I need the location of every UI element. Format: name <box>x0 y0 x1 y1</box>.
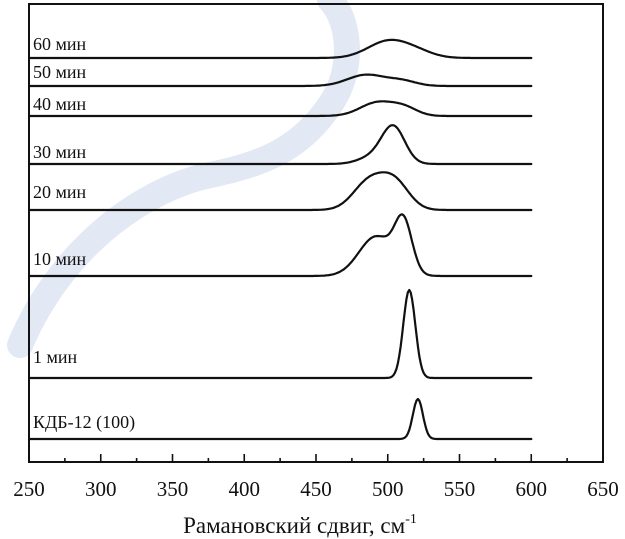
x-axis-title: Рамановский сдвиг, см-1 <box>183 512 417 538</box>
series-label: 1 мин <box>33 347 78 367</box>
series-line <box>27 288 533 380</box>
series-label: 40 мин <box>33 94 87 114</box>
series-label: 20 мин <box>33 182 87 202</box>
x-tick-label: 500 <box>372 477 404 501</box>
x-tick-label: 400 <box>229 477 261 501</box>
x-tick-label: 300 <box>85 477 117 501</box>
x-tick-label: 250 <box>13 477 45 501</box>
x-tick-label: 650 <box>587 477 619 501</box>
series-line <box>27 38 533 60</box>
series-label: 50 мин <box>33 62 87 82</box>
series-label: 60 мин <box>33 34 87 54</box>
series-line <box>27 124 533 166</box>
series-label: 10 мин <box>33 249 87 269</box>
series-label: 30 мин <box>33 142 87 162</box>
x-tick-label: 350 <box>157 477 189 501</box>
series-line <box>27 397 533 441</box>
series-labels: 60 мин 50 мин 40 мин 30 мин 20 мин 10 мин 1 ми… <box>33 34 135 433</box>
series-line <box>27 73 533 88</box>
x-tick-label: 550 <box>444 477 476 501</box>
x-tick-label: 450 <box>300 477 332 501</box>
x-axis: 250 300 350 400 450 500 550 600 650 <box>13 454 619 501</box>
x-tick-label: 600 <box>516 477 548 501</box>
series-label: КДБ-12 (100) <box>33 412 135 433</box>
spectra-group <box>27 38 533 441</box>
series-line <box>27 171 533 212</box>
series-line <box>27 213 533 278</box>
series-line <box>27 100 533 118</box>
